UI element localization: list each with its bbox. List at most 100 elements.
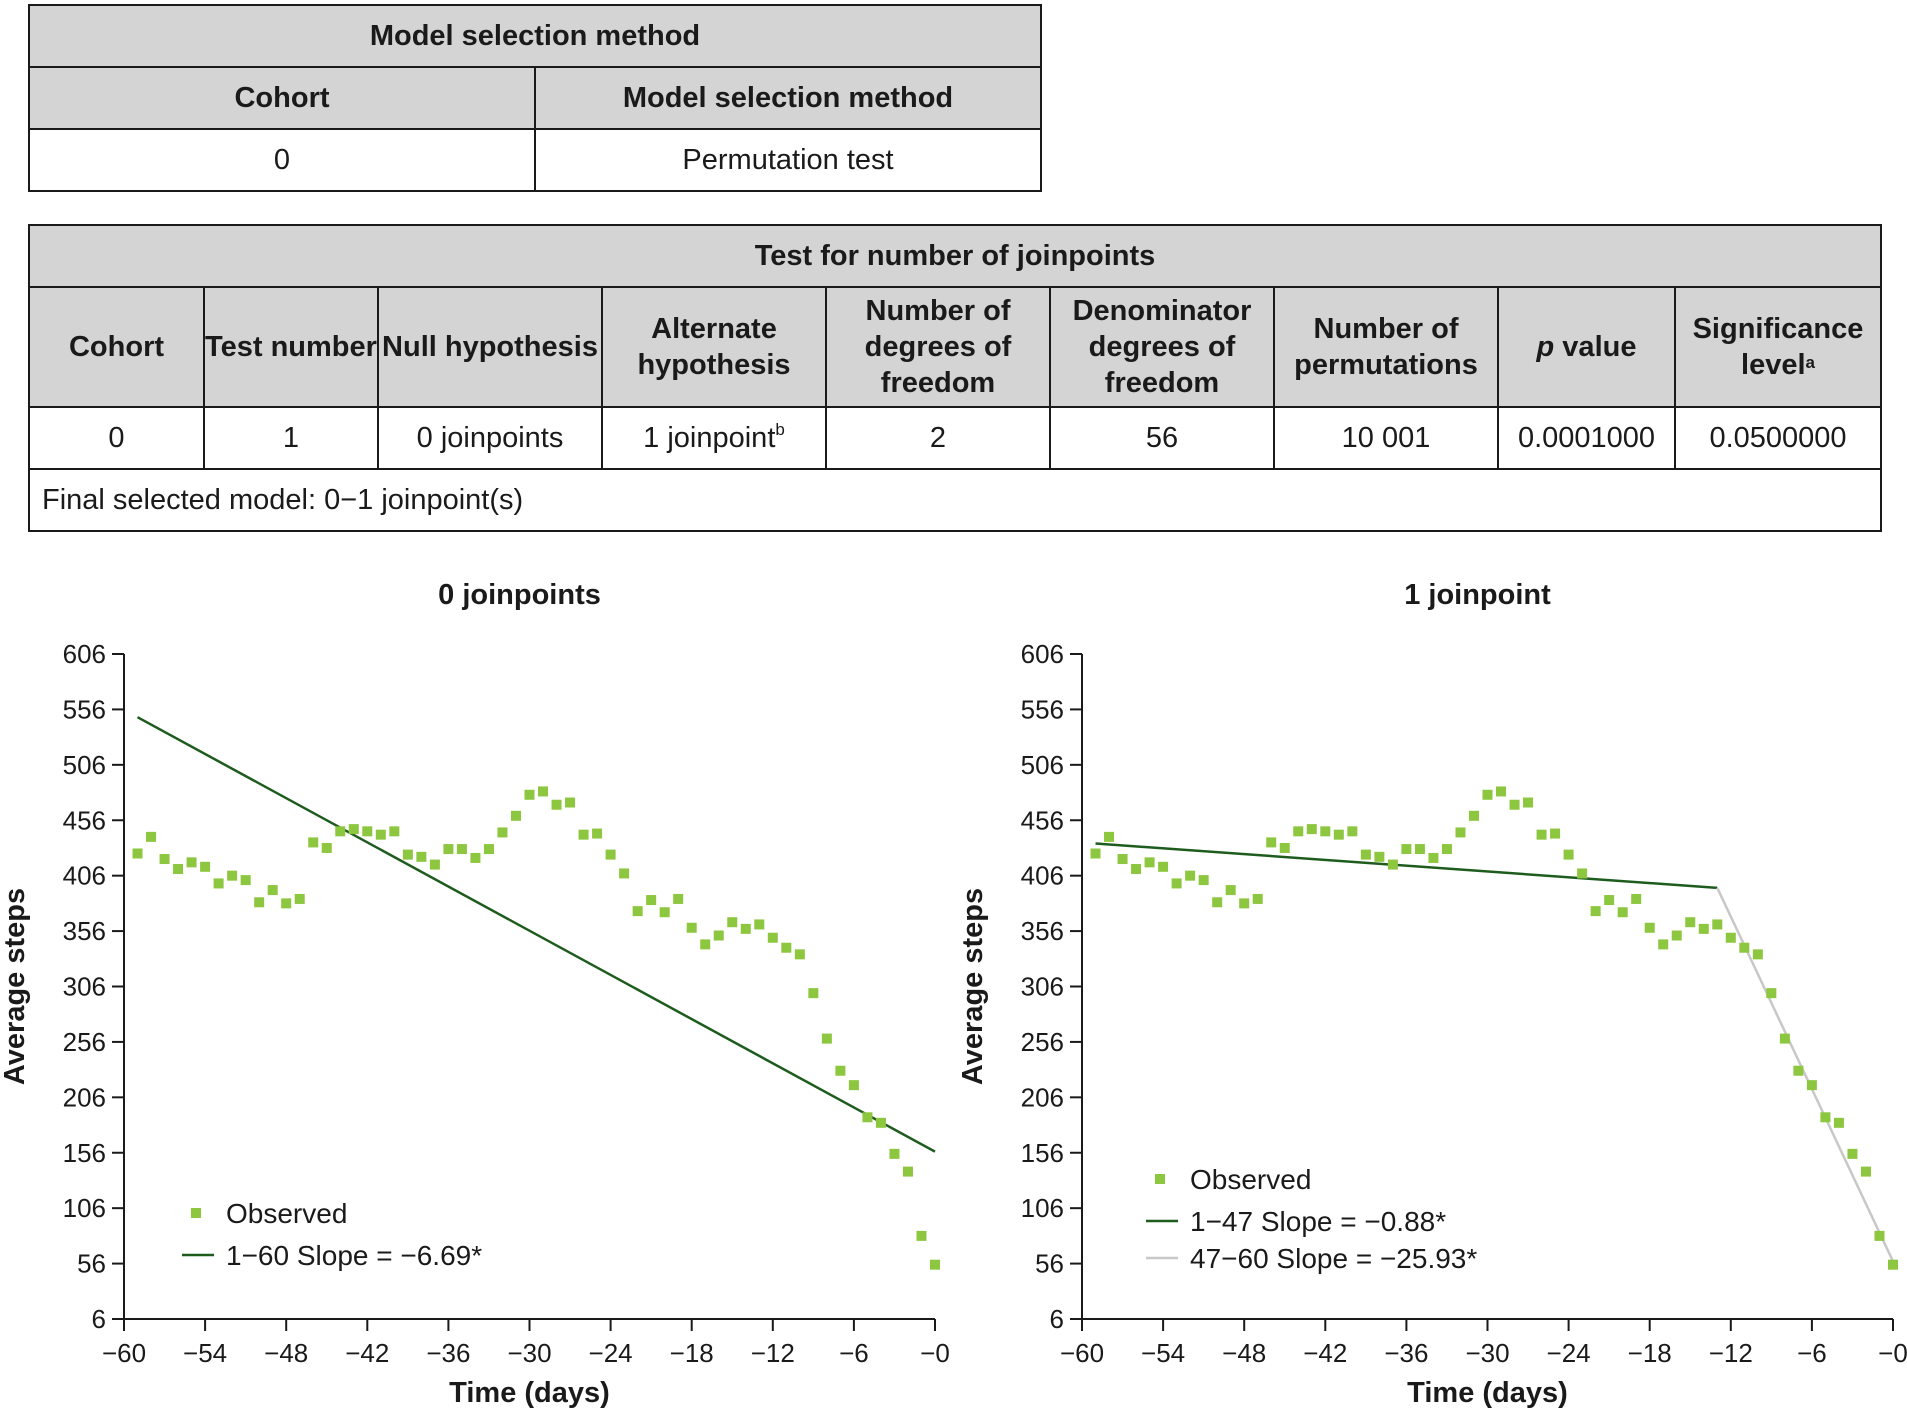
header-cohort: Cohort [28, 66, 536, 130]
data-point [173, 864, 184, 875]
model-selection-title: Model selection method [28, 4, 1042, 68]
data-point [1888, 1259, 1898, 1270]
data-point [1698, 923, 1709, 934]
y-tick-label: 6 [92, 1304, 106, 1334]
y-tick-label: 156 [1021, 1138, 1064, 1168]
data-point [443, 844, 454, 855]
data-point [1428, 852, 1439, 863]
data-point [227, 870, 238, 881]
y-axis-label: Average steps [958, 888, 989, 1085]
header-alternate-hypothesis: Alternate hypothesis [601, 286, 827, 408]
data-point [1496, 786, 1507, 797]
y-tick-label: 106 [1021, 1193, 1064, 1223]
data-point [1833, 1117, 1844, 1128]
y-tick-label: 306 [1021, 972, 1064, 1002]
legend-label-observed: Observed [1190, 1164, 1311, 1195]
data-point [1104, 831, 1115, 842]
data-point [1117, 854, 1128, 865]
data-point [483, 844, 494, 855]
data-point [132, 848, 143, 859]
data-point [200, 861, 211, 872]
data-point [294, 893, 305, 904]
data-point [1604, 895, 1615, 906]
data-point [1333, 829, 1344, 840]
data-point [1455, 827, 1466, 838]
y-tick-label: 356 [1021, 916, 1064, 946]
data-point [1441, 844, 1452, 855]
data-point [862, 1112, 873, 1123]
header-denominator-degrees-of-freedom: Denominator degrees of freedom [1049, 286, 1275, 408]
data-point [821, 1033, 832, 1044]
data-point [389, 826, 400, 837]
data-point [1414, 844, 1425, 855]
y-tick-label: 406 [1021, 861, 1064, 891]
data-point [1685, 917, 1696, 928]
cell-null-hypothesis: 0 joinpoints [377, 406, 603, 470]
data-point [713, 930, 724, 941]
data-point [348, 824, 359, 835]
x-tick-label: −0 [920, 1338, 950, 1368]
data-point [1806, 1080, 1817, 1091]
x-axis-label: Time (days) [449, 1377, 610, 1409]
cell-alternate-hypothesis: 1 joinpointb [601, 406, 827, 470]
header-null-hypothesis: Null hypothesis [377, 286, 603, 408]
x-tick-label: −6 [1797, 1338, 1827, 1368]
data-point [524, 789, 535, 800]
header-cohort: Cohort [28, 286, 205, 408]
y-tick-label: 206 [63, 1082, 106, 1112]
data-point [510, 810, 521, 821]
cell-denominator-degrees-of-freedom: 56 [1049, 406, 1275, 470]
x-tick-label: −42 [345, 1338, 389, 1368]
x-tick-label: −42 [1303, 1338, 1347, 1368]
data-point [727, 917, 738, 928]
data-point [605, 849, 616, 860]
data-point [673, 893, 684, 904]
data-point [578, 829, 589, 840]
data-point [1847, 1148, 1858, 1159]
data-point [1387, 859, 1398, 870]
legend-marker-observed [191, 1208, 201, 1218]
data-point [470, 852, 481, 863]
x-tick-label: −24 [1547, 1338, 1591, 1368]
data-point [186, 857, 197, 868]
x-tick-label: −30 [1465, 1338, 1509, 1368]
data-point [538, 786, 549, 797]
data-point [551, 799, 562, 810]
data-point [1185, 870, 1196, 881]
data-point [686, 922, 697, 933]
data-point [1523, 797, 1534, 808]
data-point [1617, 907, 1628, 918]
x-tick-label: −36 [1384, 1338, 1428, 1368]
data-point [1536, 829, 1547, 840]
cell-p-value: 0.0001000 [1497, 406, 1676, 470]
legend-label-fit-1: 1−47 Slope = −0.88* [1190, 1206, 1446, 1237]
data-point [308, 837, 319, 848]
y-tick-label: 156 [63, 1138, 106, 1168]
data-point [1482, 789, 1493, 800]
data-point [1509, 799, 1520, 810]
data-point [1347, 826, 1358, 837]
data-point [1279, 842, 1290, 853]
x-tick-label: −6 [839, 1338, 869, 1368]
header-model-selection-method: Model selection method [534, 66, 1042, 130]
cell-degrees-of-freedom: 2 [825, 406, 1051, 470]
x-tick-label: −12 [1709, 1338, 1753, 1368]
data-point [1874, 1230, 1885, 1241]
joinpoint-test-table: Test for number of joinpoints Cohort Tes… [28, 224, 1882, 532]
y-tick-label: 556 [63, 694, 106, 724]
y-tick-label: 356 [63, 916, 106, 946]
legend-label-observed: Observed [226, 1198, 347, 1229]
chart-1-joinpoint: 1 joinpoint 6 56 106 156 206 256 306 356 406 456 50… [958, 579, 1907, 1409]
data-point [375, 829, 386, 840]
x-tick-label: −18 [1628, 1338, 1672, 1368]
data-point [1266, 837, 1277, 848]
fit-line-1 [136, 716, 936, 1153]
fit-line-1 [1095, 842, 1718, 890]
x-tick-label: −30 [507, 1338, 551, 1368]
joinpoint-test-title: Test for number of joinpoints [28, 224, 1882, 288]
data-point [281, 898, 292, 909]
header-significance-level: Significance levela [1674, 286, 1882, 408]
data-point [497, 827, 508, 838]
y-tick-label: 506 [63, 750, 106, 780]
cell-test-number: 1 [203, 406, 379, 470]
